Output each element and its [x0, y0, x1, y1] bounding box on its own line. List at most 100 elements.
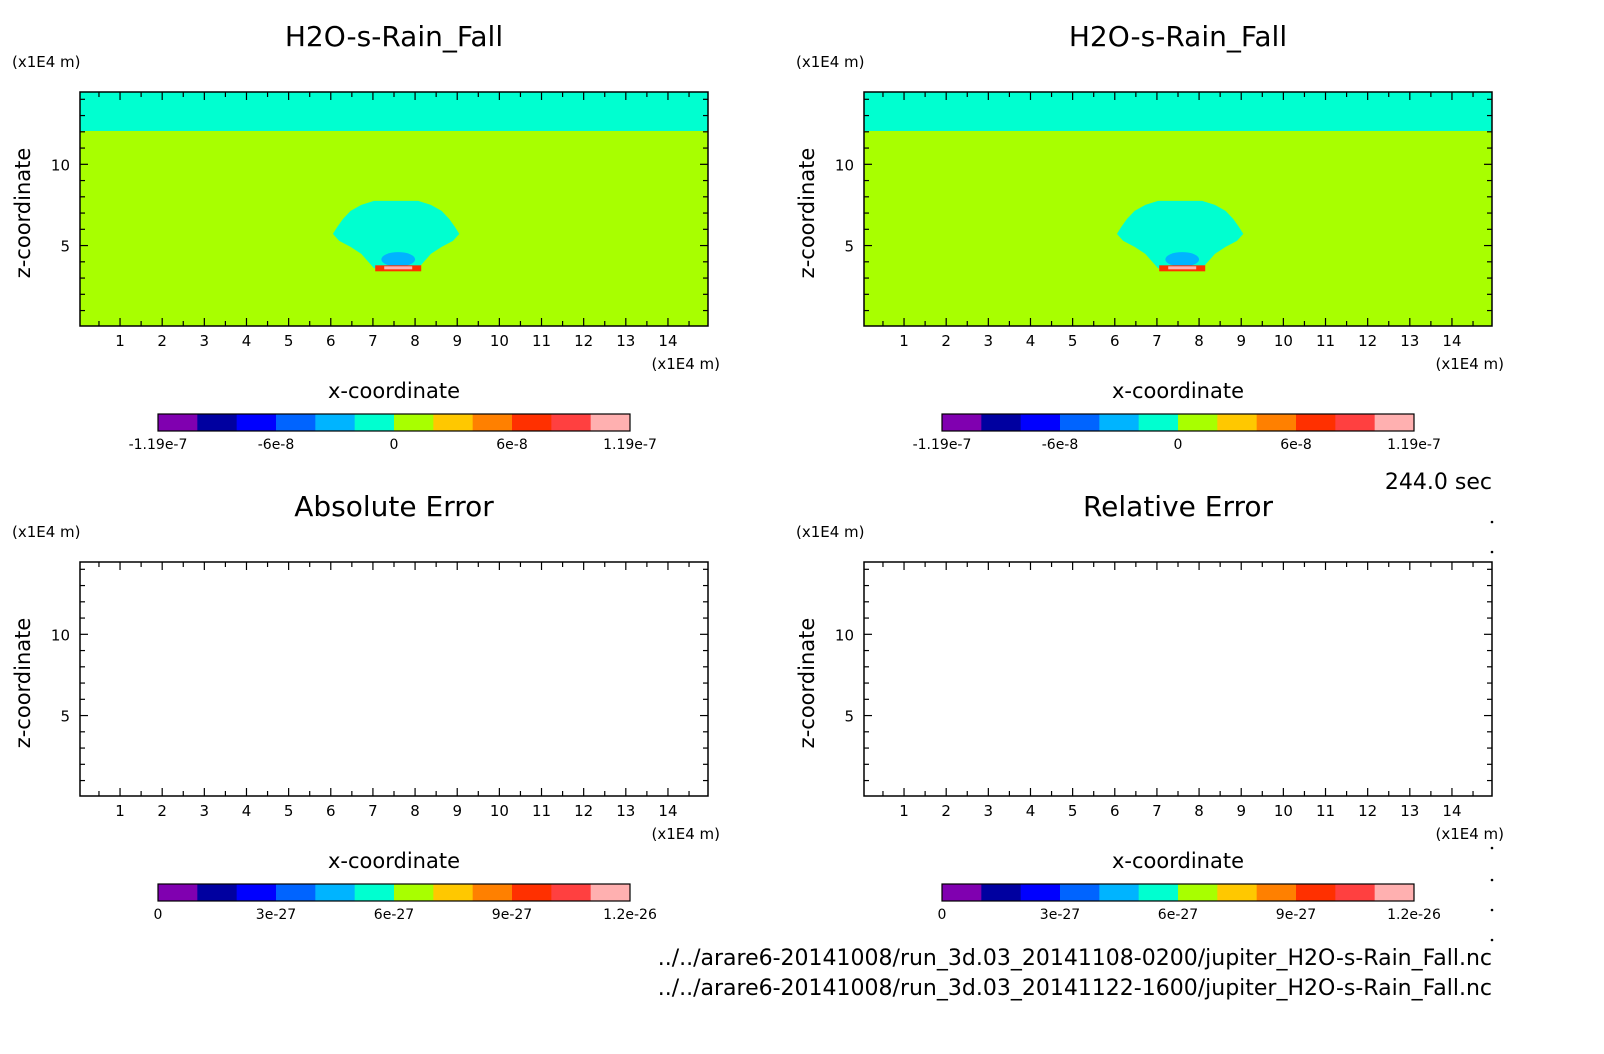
colorbar-label: -6e-8: [1042, 437, 1079, 453]
x-tick-label: 13: [1400, 802, 1419, 820]
panel-top-right: H2O-s-Rain_Fall(x1E4 m)1 2 3 4 5 6 7 8 9 10 11 12 13…: [795, 20, 1504, 453]
x-tick-label: 12: [574, 802, 593, 820]
colorbar-label: 0: [1174, 437, 1183, 453]
x-tick-label: 12: [574, 332, 593, 350]
colorbar-swatch: [1060, 414, 1100, 431]
colorbar-label: 9e-27: [492, 907, 532, 923]
colorbar-swatch: [276, 884, 316, 901]
cloud-region: [1116, 200, 1244, 269]
panel-bottom-right: Relative Error(x1E4 m)1 2 3 4 5 6 7 8 9 10 11 12 13 1…: [795, 490, 1504, 923]
marker-dot: [1490, 938, 1494, 942]
colorbar-frame: [157, 413, 631, 432]
x-unit-label: (x1E4 m): [651, 825, 720, 843]
colorbar-swatch: [158, 414, 198, 431]
colorbar-label: 0: [390, 437, 399, 453]
x-tick-label: 1: [115, 802, 125, 820]
colorbar-swatch: [1060, 884, 1100, 901]
colorbar-frame: [941, 883, 1415, 902]
colorbar-frame: [941, 413, 1415, 432]
field-top-layer: [80, 92, 708, 131]
x-tick-label: 2: [941, 332, 951, 350]
colorbar-swatch: [433, 414, 474, 431]
bottom-rim-inner: [1168, 266, 1197, 270]
x-tick-label: 3: [984, 802, 994, 820]
z-tick-label: 5: [844, 238, 854, 256]
colorbar-label: 3e-27: [1040, 907, 1080, 923]
x-tick-label: 1: [115, 332, 125, 350]
chart-title: H2O-s-Rain_Fall: [285, 20, 503, 53]
colorbar-label: 6e-8: [1280, 437, 1311, 453]
colorbar-swatch: [551, 884, 592, 901]
x-tick-label: 8: [410, 332, 420, 350]
x-axis-label: x-coordinate: [328, 849, 460, 873]
x-tick-label: 11: [1316, 332, 1335, 350]
colorbar-swatch: [276, 414, 316, 431]
x-tick-label: 7: [368, 332, 378, 350]
x-tick-label: 4: [242, 802, 252, 820]
colorbar-swatch: [197, 414, 238, 431]
x-tick-label: 9: [1236, 802, 1246, 820]
x-tick-label: 10: [1274, 802, 1293, 820]
x-tick-label: 8: [410, 802, 420, 820]
x-tick-label: 2: [941, 802, 951, 820]
x-tick-label: 12: [1358, 332, 1377, 350]
panel-bottom-left: Absolute Error(x1E4 m)1 2 3 4 5 6 7 8 9 10 11 12 13 1…: [11, 490, 720, 923]
z-tick-label: 10: [51, 156, 70, 174]
colorbar-swatch: [1099, 414, 1140, 431]
colorbar-swatch: [394, 884, 434, 901]
marker-dot: [1490, 878, 1494, 882]
colorbar-frame: [157, 883, 631, 902]
colorbar-swatch: [1256, 414, 1297, 431]
z-tick-label: 5: [60, 238, 70, 256]
colorbar-label: 0: [154, 907, 163, 923]
colorbar-label: 3e-27: [256, 907, 296, 923]
x-tick-label: 11: [532, 802, 551, 820]
x-tick-label: 9: [452, 802, 462, 820]
x-tick-label: 4: [242, 332, 252, 350]
plot-frame: [79, 561, 709, 797]
x-tick-label: 5: [1068, 332, 1078, 350]
z-axis-label: z-coordinate: [795, 618, 819, 749]
z-axis-label: z-coordinate: [795, 148, 819, 279]
z-tick-label: 5: [60, 708, 70, 726]
z-unit-label: (x1E4 m): [12, 53, 81, 71]
chart-title: H2O-s-Rain_Fall: [1069, 20, 1287, 53]
colorbar-swatch: [197, 884, 238, 901]
colorbar-swatch: [1374, 884, 1415, 901]
colorbar-swatch: [1217, 884, 1258, 901]
colorbar-swatch: [315, 884, 356, 901]
z-tick-label: 10: [835, 626, 854, 644]
colorbar-swatch: [472, 414, 513, 431]
x-tick-label: 3: [984, 332, 994, 350]
z-tick-label: 5: [844, 708, 854, 726]
colorbar-swatch: [1296, 884, 1336, 901]
colorbar-swatch: [1138, 884, 1179, 901]
z-axis-label: z-coordinate: [11, 618, 35, 749]
x-tick-label: 1: [899, 802, 909, 820]
x-tick-label: 10: [490, 332, 509, 350]
colorbar-label: 1.19e-7: [603, 437, 657, 453]
x-unit-label: (x1E4 m): [1435, 355, 1504, 373]
x-tick-label: 7: [368, 802, 378, 820]
x-tick-label: 8: [1194, 332, 1204, 350]
colorbar-swatch: [551, 414, 592, 431]
x-tick-label: 5: [1068, 802, 1078, 820]
colorbar-swatch: [1335, 884, 1376, 901]
colorbar-swatch: [1178, 414, 1218, 431]
colorbar-swatch: [236, 414, 277, 431]
x-tick-label: 6: [1110, 802, 1120, 820]
x-tick-label: 3: [200, 802, 210, 820]
x-tick-label: 5: [284, 802, 294, 820]
x-tick-label: 13: [616, 802, 635, 820]
colorbar-swatch: [981, 884, 1022, 901]
colorbar-label: -1.19e-7: [129, 437, 188, 453]
colorbar-label: 0: [938, 907, 947, 923]
colorbar-swatch: [433, 884, 474, 901]
x-tick-label: 10: [1274, 332, 1293, 350]
colorbar-swatch: [981, 414, 1022, 431]
colorbar-swatch: [315, 414, 356, 431]
x-tick-label: 11: [532, 332, 551, 350]
colorbar-swatch: [590, 414, 631, 431]
colorbar-swatch: [1374, 414, 1415, 431]
x-tick-label: 13: [1400, 332, 1419, 350]
